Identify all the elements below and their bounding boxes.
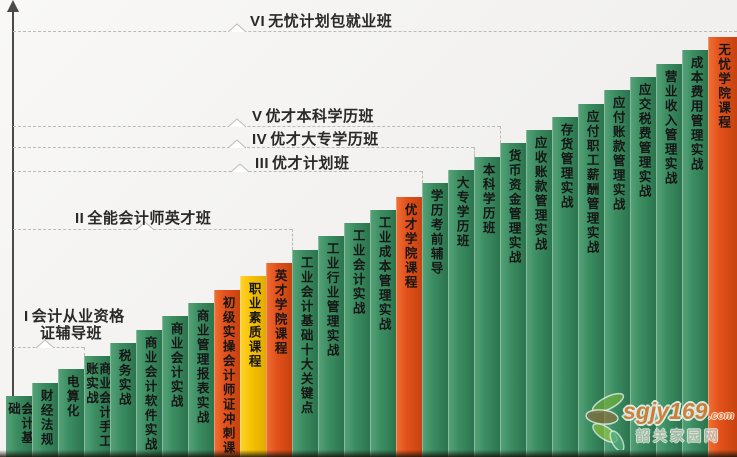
tier-II-drop-line (292, 229, 293, 250)
course-bar-label: 优才学院课程 (402, 202, 417, 290)
y-axis (12, 10, 14, 457)
course-bar-label: 税务实战 (116, 348, 131, 407)
course-bar-label: 商业管理报表实战 (194, 308, 209, 425)
tier-I-drop-line (84, 347, 85, 357)
course-bar-label: 商业会计软件实战 (142, 335, 157, 452)
course-bar-label: 无忧学院课程 (716, 43, 731, 130)
watermark-tld: .com (708, 410, 735, 422)
course-bar-3: 电算化 (58, 369, 84, 457)
tier-III-caret (231, 163, 249, 173)
course-bar-label: 英才学院课程 (272, 269, 287, 356)
course-bar-23: 应付职工薪酬管理实战 (578, 103, 604, 457)
course-bar-9: 初级实操会计师证冲刺课 (214, 289, 240, 457)
tier-V-drop-line (500, 126, 501, 144)
course-bar-16: 优才学院课程 (396, 196, 422, 457)
course-bar-4: 商业会计手工账实战 (84, 356, 112, 457)
course-bar-label: 大专学历班 (454, 176, 469, 249)
course-bar-label: 存货管理实战 (558, 122, 573, 210)
watermark-logo: sgjy169.com 韶关家园网 (581, 388, 735, 456)
course-bar-21: 应收账款管理实战 (526, 130, 552, 457)
course-bar-25: 应交税费管理实战 (630, 76, 656, 457)
course-bar-11: 英才学院课程 (266, 263, 292, 457)
course-bar-label: 应交税费管理实战 (636, 82, 651, 199)
course-bar-22: 存货管理实战 (552, 116, 578, 457)
watermark-brand: sgjy169 (623, 398, 708, 424)
course-bar-label: 工业行业管理实战 (324, 242, 339, 359)
course-bar-label: 商业会计手工账实战 (84, 362, 112, 450)
tier-III-drop-line (422, 171, 423, 184)
tier-IV-drop-line (474, 147, 475, 157)
tier-V-dashed-line (13, 126, 500, 127)
course-bar-label: 工业成本管理实战 (376, 215, 391, 332)
course-bar-label: 工业会计实战 (350, 229, 365, 317)
tier-V-label: V 优才本科学历班 (252, 108, 375, 125)
tier-II-caret (136, 221, 154, 231)
course-bar-8: 商业管理报表实战 (188, 302, 214, 457)
course-bar-2: 财经法规 (32, 382, 58, 457)
tier-numeral: VI (250, 13, 266, 30)
course-bar-10: 职业素质课程 (240, 276, 266, 457)
tier-V-caret (228, 118, 246, 128)
y-axis-arrow-icon (7, 0, 19, 12)
tier-IV-label: IV 优才大专学历班 (252, 131, 379, 148)
course-bar-label: 应付职工薪酬管理实战 (584, 109, 599, 255)
tier-I-caret (36, 339, 54, 349)
course-bar-label: 商业会计实战 (168, 322, 183, 410)
tier-numeral: IV (252, 131, 268, 148)
course-bar-label: 初级实操会计师证冲刺课 (220, 295, 235, 456)
tier-numeral: III (255, 155, 270, 172)
course-bar-label: 应收账款管理实战 (532, 136, 547, 253)
tier-numeral: I (24, 308, 29, 325)
course-bar-5: 税务实战 (110, 342, 136, 457)
course-bar-20: 货币资金管理实战 (500, 143, 526, 457)
bottom-shadow (0, 450, 737, 457)
course-bar-17: 学历考前辅导 (422, 183, 448, 457)
tier-numeral: II (75, 210, 85, 227)
course-bar-label: 学历考前辅导 (428, 189, 443, 277)
course-bar-label: 工业会计基础十大关键点 (298, 255, 313, 416)
course-bar-15: 工业成本管理实战 (370, 209, 396, 457)
course-bar-14: 工业会计实战 (344, 223, 370, 457)
course-bar-7: 商业会计实战 (162, 316, 188, 457)
tier-III-dashed-line (13, 171, 422, 172)
tier-IV-caret (228, 139, 246, 149)
course-bar-18: 大专学历班 (448, 170, 474, 457)
course-bar-28: 无忧学院课程 (708, 37, 737, 457)
course-bar-12: 工业会计基础十大关键点 (292, 249, 318, 457)
course-bar-label: 成本费用管理实战 (688, 56, 703, 173)
course-bar-label: 财经法规 (38, 388, 53, 447)
course-bar-label: 电算化 (64, 375, 79, 419)
course-bar-label: 本科学历班 (480, 162, 495, 236)
course-bar-label: 应付账款管理实战 (610, 96, 625, 213)
course-bar-6: 商业会计软件实战 (136, 329, 162, 457)
flower-icon (585, 392, 625, 450)
tier-VI-label: VI 无忧计划包就业班 (250, 13, 393, 30)
course-bar-label: 职业素质课程 (246, 282, 261, 370)
course-bar-13: 工业行业管理实战 (318, 236, 344, 457)
course-bar-label: 营业收入管理实战 (662, 69, 677, 186)
course-bar-label: 会计基础 (6, 402, 34, 446)
tier-VI-dashed-line (13, 31, 737, 32)
tier-I-label: I 会计从业资格 证辅导班 (24, 308, 125, 342)
course-bar-label: 货币资金管理实战 (506, 149, 521, 266)
tier-III-label: III 优才计划班 (255, 155, 350, 172)
tier-VI-caret (228, 23, 246, 33)
tier-numeral: V (252, 108, 263, 125)
course-bar-27: 成本费用管理实战 (682, 50, 708, 457)
course-bar-1: 会计基础 (6, 396, 34, 457)
course-bar-19: 本科学历班 (474, 156, 500, 457)
watermark-site-name: 韶关家园网 (636, 428, 722, 444)
watermark-text: sgjy169.com 韶关家园网 (623, 400, 734, 446)
course-bar-26: 营业收入管理实战 (656, 63, 682, 457)
tier-II-label: II 全能会计师英才班 (75, 210, 212, 227)
